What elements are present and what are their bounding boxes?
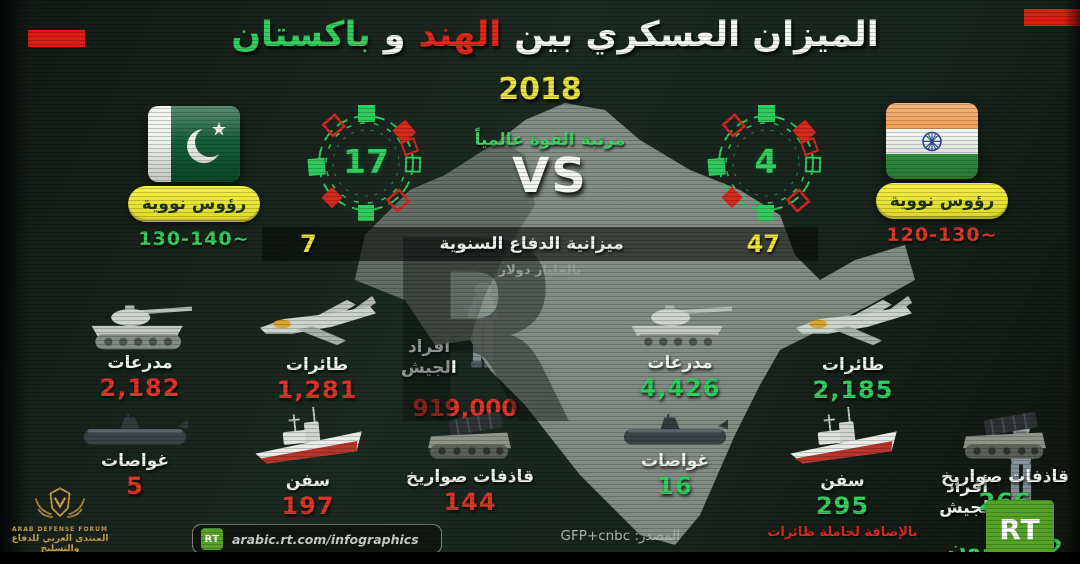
warship-icon [247,404,369,470]
stat-label: غواصات [641,451,709,471]
pakistan-stat-ships: سفن 197 [228,404,388,520]
tank-icon [624,298,736,352]
rank-label: مرتبة القوة عالمياً [474,130,626,150]
year-label: 2018 [498,72,582,107]
stat-label: قاذفات صواريخ [405,467,535,487]
pakistan-stat-tanks: مدرعات 2,182 [55,298,225,402]
budget-label: ميزانية الدفاع السنوية [439,234,624,254]
left-vignette [0,0,30,564]
footer-url-bar: RT arabic.rt.com/infographics [192,524,442,554]
stat-value: 16 [657,472,693,500]
footer-url: arabic.rt.com/infographics [232,531,419,547]
title-pakistan: باكستان [231,15,371,55]
fighter-jet-icon [251,294,383,354]
budget-band: 7 ميزانية الدفاع السنوية 47 [262,227,818,261]
india-warheads-range: 120-130~ [886,224,998,246]
shield-wings-icon [34,484,86,522]
india-stat-ships: سفن 295 بالإضافة لحاملة طائرات [760,404,925,540]
stat-value: 2,182 [99,374,181,402]
pakistan-rank-value: 17 [343,142,389,181]
rocket-launcher-icon [957,412,1053,466]
pakistan-stat-aircraft: طائرات 1,281 [232,294,402,404]
fighter-jet-icon [787,294,919,354]
stat-label: مدرعات [107,353,173,373]
tank-icon [84,298,196,352]
stat-value: 4,426 [639,374,721,402]
pakistan-stat-launchers: قاذفات صواريخ 144 [390,412,550,516]
stat-value: 197 [281,492,335,520]
india-stat-submarines: غواصات 16 [595,414,755,500]
stat-value: 2,185 [812,376,894,404]
stat-value: 295 [815,492,870,520]
page-title: الميزان العسكري بين الهند و باكستان [90,8,1020,62]
budget-unit-label: بالمليار دولار [498,263,582,278]
stat-label: طائرات [285,355,349,375]
india-rank-value: 4 [754,142,778,181]
stat-label: طائرات [821,355,885,375]
submarine-icon [622,414,728,450]
header-red-dash-right [1024,9,1080,26]
india-flag-icon [886,103,978,179]
pakistan-warheads-range: 130-140~ [138,228,250,250]
pakistan-warheads-pill: رؤوس نووية [128,186,260,222]
stat-label: أفراد الجيش [939,477,995,519]
stat-value: 5 [126,472,144,500]
arab-defense-forum-watermark: ARAB DEFENSE FORUM المنتدى العربي للدفاع… [4,484,116,554]
bottom-black-bar [0,552,1080,564]
watermark-ar-label: المنتدى العربي للدفاع والتسليح [11,534,109,554]
pakistan-flag-icon [148,106,240,182]
stat-label: سفن [820,471,865,491]
title-conjunction: و [383,15,406,55]
vs-label: VS [512,148,588,204]
stat-label: غواصات [101,451,169,471]
title-prefix: الميزان العسكري بين [514,15,879,55]
rt-logo-small: RT [201,528,223,550]
india-stat-tanks: مدرعات 4,426 [595,298,765,402]
aircraft-carrier-note: بالإضافة لحاملة طائرات [767,525,918,540]
india-warheads-pill: رؤوس نووية [876,183,1008,219]
stat-label: قاذفات صواريخ [940,467,1070,487]
submarine-icon [82,414,188,450]
pakistan-budget-value: 7 [300,230,317,258]
stat-label: سفن [285,471,331,491]
rt-logo-large: RT [986,500,1054,558]
title-india: الهند [418,15,502,55]
rocket-launcher-icon [422,412,518,466]
stat-value: 144 [443,488,497,516]
warship-icon [782,404,904,470]
header-red-dash-left [28,30,85,47]
pakistan-stat-submarines: غواصات 5 [55,414,215,500]
watermark-en-label: ARAB DEFENSE FORUM [11,526,109,533]
india-stat-aircraft: طائرات 2,185 [768,294,938,404]
stat-value: 1,281 [276,376,358,404]
source-label: المصدر: GFP+cnbc [560,528,680,544]
india-budget-value: 47 [746,230,780,258]
stat-label: مدرعات [647,353,713,373]
